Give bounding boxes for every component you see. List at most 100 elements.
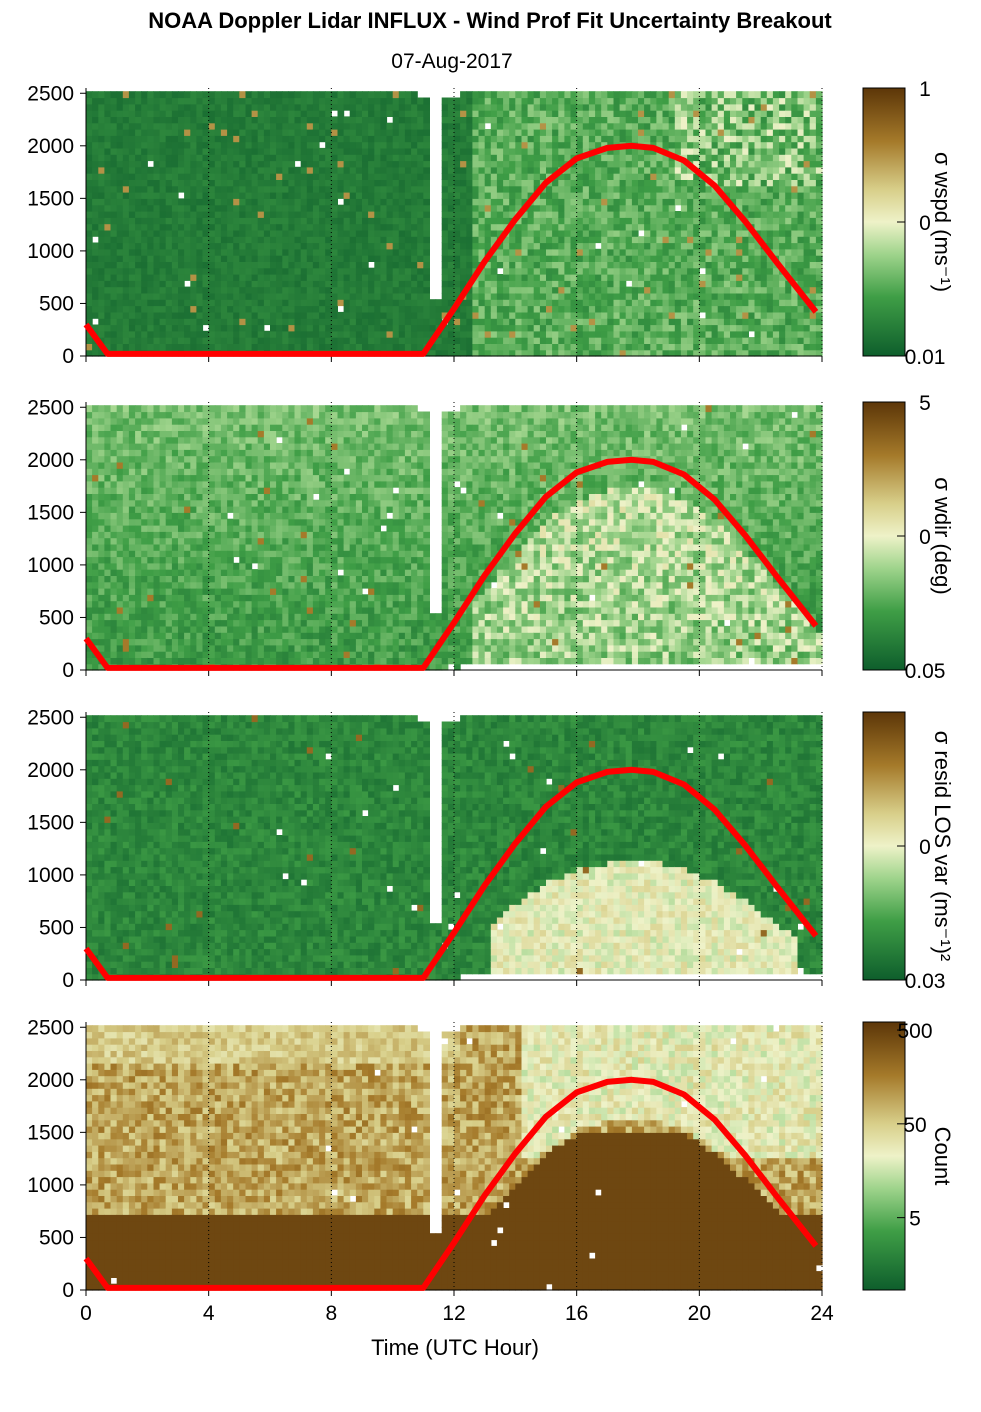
heatmap-cell bbox=[288, 274, 296, 281]
heatmap-cell bbox=[711, 274, 719, 281]
heatmap-cell bbox=[699, 192, 706, 199]
heatmap-cell bbox=[705, 141, 713, 149]
heatmap-cell bbox=[98, 305, 105, 313]
heatmap-cell bbox=[742, 349, 749, 357]
heatmap-cell bbox=[638, 255, 645, 262]
heatmap-cell bbox=[220, 147, 228, 155]
heatmap-cell bbox=[349, 324, 357, 332]
heatmap-cell bbox=[349, 248, 357, 256]
heatmap-cell bbox=[190, 274, 197, 281]
heatmap-cell bbox=[815, 286, 823, 294]
heatmap-cell bbox=[306, 318, 314, 326]
heatmap-cell bbox=[374, 192, 381, 199]
heatmap-cell bbox=[337, 110, 345, 117]
heatmap-cell bbox=[165, 141, 173, 149]
heatmap-cell bbox=[306, 147, 314, 155]
heatmap-cell bbox=[754, 217, 762, 225]
heatmap-cell bbox=[546, 166, 553, 174]
heatmap-cell bbox=[153, 292, 161, 300]
heatmap-cell bbox=[564, 211, 572, 218]
heatmap-cell bbox=[521, 141, 529, 149]
heatmap-cell bbox=[797, 229, 805, 237]
heatmap-cell bbox=[785, 236, 792, 244]
heatmap-cell bbox=[251, 179, 259, 187]
heatmap-cell bbox=[294, 204, 302, 212]
heatmap-cell bbox=[92, 280, 99, 288]
heatmap-wdir bbox=[86, 405, 823, 671]
heatmap-cell bbox=[478, 305, 486, 313]
heatmap-cell bbox=[631, 248, 639, 256]
heatmap-cell bbox=[196, 337, 204, 344]
heatmap-cell bbox=[503, 324, 510, 332]
heatmap-cell bbox=[86, 198, 93, 206]
heatmap-cell bbox=[711, 286, 719, 294]
heatmap-cell bbox=[797, 305, 805, 313]
heatmap-cell bbox=[730, 274, 737, 281]
heatmap-cell bbox=[723, 267, 731, 275]
heatmap-cell bbox=[766, 103, 774, 111]
heatmap-cell bbox=[582, 318, 590, 326]
heatmap-cell bbox=[680, 248, 688, 256]
heatmap-cell bbox=[312, 248, 320, 256]
heatmap-cell bbox=[239, 185, 246, 193]
heatmap-cell bbox=[472, 103, 480, 111]
heatmap-cell bbox=[650, 211, 657, 218]
heatmap-cell bbox=[466, 185, 473, 193]
heatmap-cell bbox=[276, 160, 283, 168]
heatmap-cell bbox=[515, 192, 522, 199]
heatmap-cell bbox=[766, 229, 774, 237]
heatmap-cell bbox=[570, 97, 578, 105]
heatmap-cell bbox=[417, 274, 424, 281]
heatmap-cell bbox=[404, 97, 412, 105]
heatmap-cell bbox=[135, 343, 142, 351]
heatmap-cell bbox=[454, 280, 461, 288]
heatmap-cell bbox=[263, 198, 271, 206]
heatmap-cell bbox=[386, 147, 394, 155]
heatmap-cell bbox=[331, 343, 338, 351]
heatmap-cell bbox=[404, 160, 412, 168]
heatmap-cell bbox=[564, 166, 572, 174]
heatmap-cell bbox=[815, 349, 823, 357]
heatmap-cell bbox=[263, 267, 271, 275]
heatmap-cell bbox=[417, 299, 424, 307]
heatmap-cell bbox=[509, 311, 516, 319]
heatmap-cell bbox=[779, 185, 786, 193]
heatmap-cell bbox=[539, 204, 547, 212]
heatmap-cell bbox=[227, 217, 234, 225]
heatmap-cell bbox=[233, 242, 240, 250]
heatmap-cell bbox=[306, 261, 314, 269]
heatmap-cell bbox=[527, 154, 535, 162]
heatmap-cell bbox=[478, 154, 486, 162]
heatmap-cell bbox=[171, 211, 179, 218]
heatmap-cell bbox=[760, 223, 768, 231]
heatmap-cell bbox=[380, 110, 388, 117]
heatmap-cell bbox=[196, 192, 204, 199]
heatmap-cell bbox=[478, 236, 486, 244]
heatmap-cell bbox=[380, 160, 388, 168]
heatmap-cell bbox=[208, 318, 216, 326]
heatmap-cell bbox=[803, 198, 811, 206]
heatmap-cell bbox=[300, 185, 308, 193]
heatmap-cell bbox=[625, 337, 633, 344]
heatmap-cell bbox=[772, 147, 780, 155]
heatmap-cell bbox=[171, 160, 179, 168]
heatmap-cell bbox=[687, 330, 694, 338]
heatmap-cell bbox=[760, 267, 768, 275]
heatmap-cell bbox=[196, 110, 204, 117]
heatmap-cell bbox=[233, 204, 240, 212]
heatmap-cell bbox=[552, 116, 559, 124]
heatmap-cell bbox=[564, 116, 572, 124]
heatmap-cell bbox=[693, 242, 700, 250]
heatmap-cell bbox=[306, 236, 314, 244]
heatmap-cell bbox=[153, 160, 161, 168]
heatmap-cell bbox=[147, 192, 154, 199]
heatmap-cell bbox=[368, 91, 375, 99]
heatmap-cell bbox=[576, 286, 584, 294]
heatmap-cell bbox=[312, 337, 320, 344]
heatmap-cell bbox=[601, 305, 608, 313]
heatmap-cell bbox=[86, 657, 93, 665]
heatmap-cell bbox=[220, 185, 228, 193]
heatmap-cell bbox=[263, 217, 271, 225]
heatmap-cell bbox=[208, 343, 216, 351]
heatmap-cell bbox=[171, 248, 179, 256]
